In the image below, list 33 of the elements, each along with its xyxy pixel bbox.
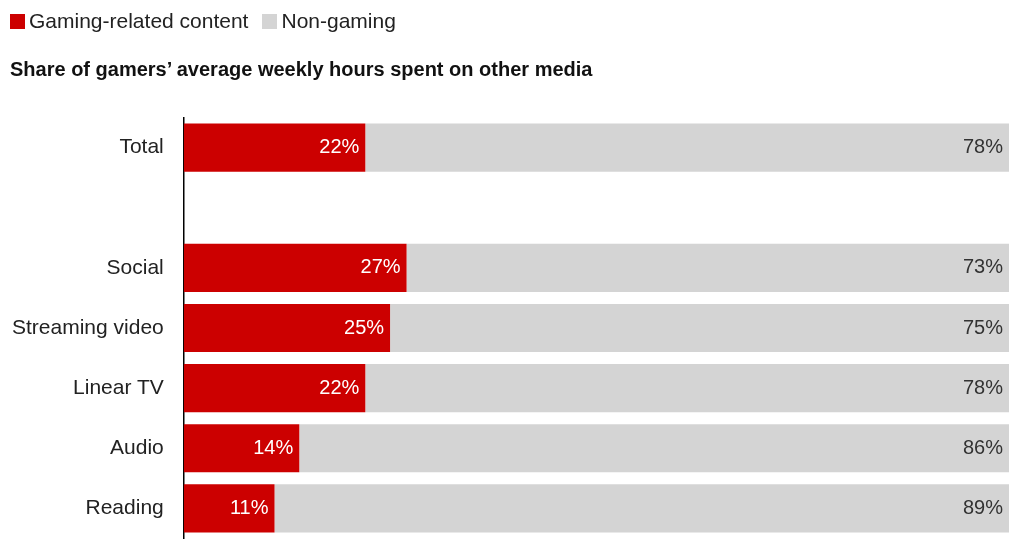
y-tick-label: Total	[119, 134, 164, 158]
bar	[183, 243, 407, 292]
legend-label: Non-gaming	[281, 9, 396, 33]
y-tick-label: Linear TV	[73, 374, 164, 398]
data-label: 78%	[962, 135, 1004, 158]
bar	[274, 484, 1009, 533]
data-label: 78%	[962, 375, 1004, 398]
data-label: 25%	[344, 315, 385, 338]
bar	[406, 243, 1009, 292]
bar	[183, 424, 300, 473]
data-label: 86%	[962, 435, 1004, 458]
bar	[299, 424, 1009, 473]
y-tick-label: Reading	[85, 495, 164, 519]
bar	[365, 123, 1009, 172]
chart-title: Share of gamers’ average weekly hours spent on other media	[9, 57, 594, 82]
data-label: 22%	[319, 375, 360, 398]
y-tick-label: Audio	[110, 435, 164, 459]
y-tick-label: Streaming video	[12, 314, 164, 338]
y-tick-label: Social	[106, 254, 164, 278]
bar	[390, 303, 1009, 353]
bar	[183, 303, 391, 353]
data-label: 75%	[962, 315, 1004, 338]
data-label: 89%	[962, 495, 1004, 518]
bar	[183, 364, 366, 413]
bar	[365, 364, 1009, 413]
legend-label: Gaming-related content	[29, 9, 249, 33]
bar	[183, 123, 366, 172]
data-label: 27%	[360, 255, 401, 278]
data-label: 11%	[229, 495, 269, 518]
data-label: 14%	[253, 435, 294, 458]
data-label: 73%	[962, 255, 1004, 278]
bar	[183, 484, 275, 533]
data-label: 22%	[319, 135, 360, 158]
